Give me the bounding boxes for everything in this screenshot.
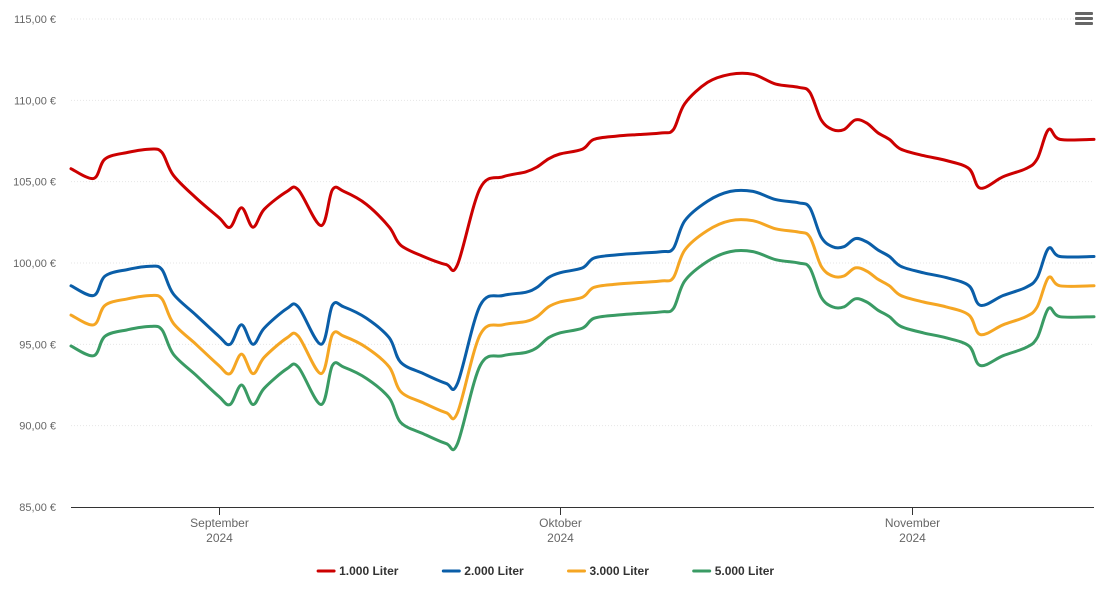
series-line-4 bbox=[69, 249, 1096, 452]
y-tick-label: 115,00 € bbox=[14, 14, 56, 26]
legend-label: 1.000 Liter bbox=[339, 564, 399, 578]
legend-item-1: 1.000 Liter bbox=[316, 564, 399, 578]
y-tick-label: 100,00 € bbox=[13, 258, 56, 270]
legend-item-3: 3.000 Liter bbox=[567, 564, 650, 578]
y-tick-label: 110,00 € bbox=[14, 95, 56, 107]
x-tick-label-year: 2024 bbox=[899, 531, 926, 545]
hamburger-menu-icon[interactable] bbox=[1075, 12, 1093, 28]
menu-bar-3 bbox=[1075, 22, 1093, 25]
x-tick-label-year: 2024 bbox=[547, 531, 574, 545]
legend-item-2: 2.000 Liter bbox=[441, 564, 524, 578]
legend-label: 5.000 Liter bbox=[715, 564, 775, 578]
menu-bar-2 bbox=[1075, 17, 1093, 20]
menu-bar-1 bbox=[1075, 12, 1093, 15]
legend-label: 3.000 Liter bbox=[590, 564, 650, 578]
series-line-2 bbox=[69, 188, 1096, 392]
legend-item-4: 5.000 Liter bbox=[692, 564, 775, 578]
gridlines bbox=[71, 18, 1094, 427]
x-tick-label-year: 2024 bbox=[206, 531, 233, 545]
series-line-3 bbox=[69, 218, 1096, 421]
y-tick-label: 95,00 € bbox=[19, 339, 56, 351]
legend: 1.000 Liter 2.000 Liter 3.000 Liter 5.000 L… bbox=[316, 564, 775, 578]
y-tick-label: 85,00 € bbox=[19, 502, 56, 514]
y-tick-label: 90,00 € bbox=[19, 421, 56, 433]
x-tick-label-month: November bbox=[885, 516, 940, 530]
series-lines bbox=[69, 71, 1096, 452]
legend-label: 2.000 Liter bbox=[464, 564, 524, 578]
x-tick-label-month: September bbox=[190, 516, 249, 530]
y-tick-label: 105,00 € bbox=[13, 177, 56, 189]
x-tick-label-month: Oktober bbox=[539, 516, 582, 530]
series-line-1 bbox=[69, 71, 1096, 273]
y-axis: 85,00 € 90,00 € 95,00 € 100,00 € 105,00 € 110… bbox=[13, 14, 56, 514]
